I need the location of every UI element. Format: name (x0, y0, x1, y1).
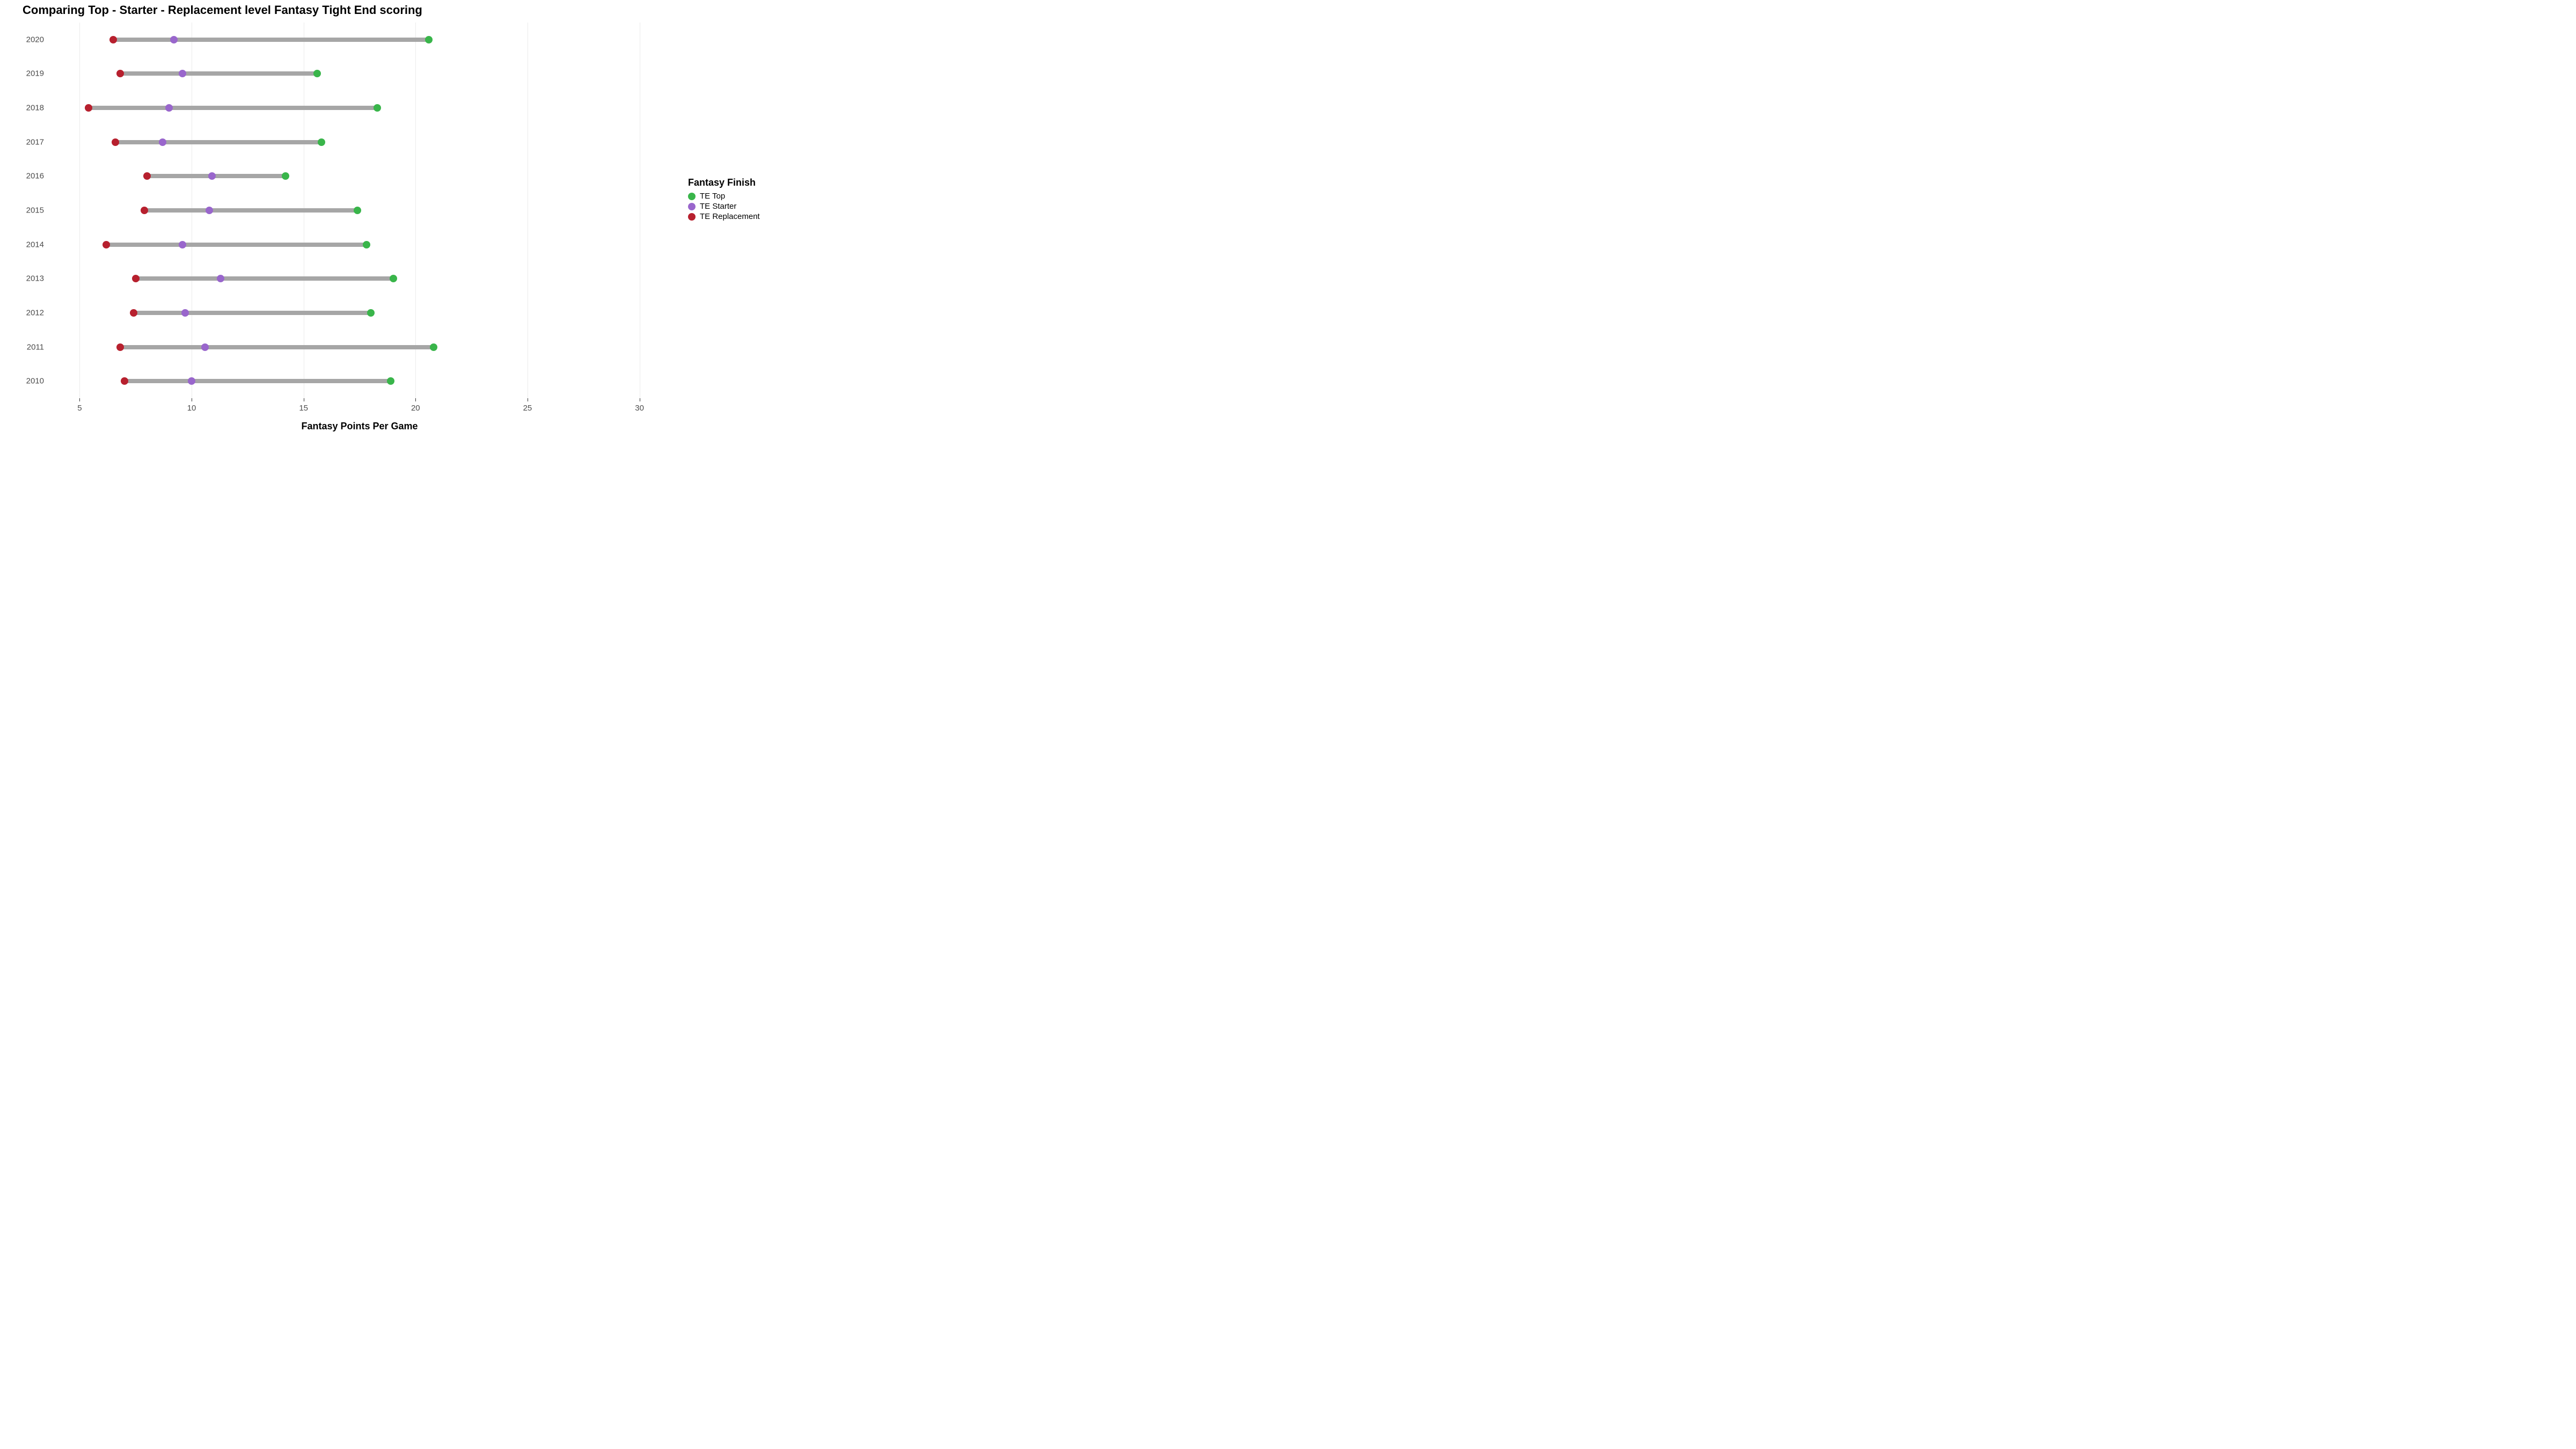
x-gridline (79, 23, 80, 398)
data-point-replacement (116, 70, 124, 77)
x-tick-mark (415, 398, 416, 401)
y-tick-label: 2016 (26, 172, 48, 181)
dumbbell-bar (147, 174, 286, 178)
chart-title: Comparing Top - Starter - Replacement le… (23, 3, 422, 17)
y-tick-label: 2014 (26, 240, 48, 249)
legend-item: TE Starter (688, 202, 760, 211)
legend-label: TE Replacement (700, 212, 760, 221)
x-tick-label: 30 (635, 404, 644, 413)
data-point-starter (201, 343, 209, 351)
data-point-top (282, 172, 289, 180)
data-point-starter (159, 138, 166, 146)
legend-dot-icon (688, 203, 696, 210)
y-tick-label: 2012 (26, 308, 48, 317)
data-point-starter (165, 104, 173, 112)
y-tick-label: 2019 (26, 69, 48, 78)
y-tick-label: 2020 (26, 35, 48, 44)
data-point-top (390, 275, 397, 282)
dumbbell-bar (115, 140, 321, 144)
data-point-replacement (116, 343, 124, 351)
y-tick-label: 2015 (26, 206, 48, 215)
y-tick-label: 2018 (26, 104, 48, 113)
legend-title: Fantasy Finish (688, 177, 760, 188)
data-point-replacement (141, 207, 148, 214)
data-point-replacement (143, 172, 151, 180)
legend-items: TE TopTE StarterTE Replacement (688, 192, 760, 221)
data-point-starter (208, 172, 216, 180)
x-tick-label: 25 (523, 404, 532, 413)
legend: Fantasy Finish TE TopTE StarterTE Replac… (688, 177, 760, 222)
data-point-replacement (109, 36, 117, 43)
data-point-starter (179, 70, 186, 77)
legend-label: TE Starter (700, 202, 736, 211)
dumbbell-bar (106, 243, 366, 247)
y-tick-label: 2010 (26, 377, 48, 386)
data-point-top (367, 309, 375, 317)
x-tick-label: 15 (299, 404, 308, 413)
data-point-top (430, 343, 437, 351)
legend-dot-icon (688, 213, 696, 221)
data-point-replacement (132, 275, 140, 282)
data-point-top (374, 104, 381, 112)
data-point-replacement (85, 104, 92, 112)
data-point-top (318, 138, 325, 146)
data-point-starter (188, 377, 195, 385)
data-point-top (313, 70, 321, 77)
legend-item: TE Replacement (688, 212, 760, 221)
data-point-replacement (112, 138, 119, 146)
data-point-starter (170, 36, 178, 43)
chart-container: Comparing Top - Starter - Replacement le… (0, 0, 794, 447)
data-point-starter (179, 241, 186, 248)
dumbbell-bar (89, 106, 377, 110)
dumbbell-bar (125, 379, 391, 383)
legend-label: TE Top (700, 192, 725, 201)
data-point-starter (217, 275, 224, 282)
x-gridline (415, 23, 416, 398)
x-tick-label: 10 (187, 404, 196, 413)
data-point-replacement (130, 309, 137, 317)
x-tick-label: 20 (411, 404, 420, 413)
dumbbell-bar (120, 345, 434, 349)
dumbbell-bar (120, 71, 317, 76)
legend-dot-icon (688, 193, 696, 200)
data-point-starter (181, 309, 189, 317)
dumbbell-bar (144, 208, 357, 213)
y-tick-label: 2013 (26, 274, 48, 283)
x-tick-label: 5 (77, 404, 82, 413)
data-point-top (363, 241, 370, 248)
x-axis-title: Fantasy Points Per Game (301, 421, 418, 432)
data-point-starter (206, 207, 213, 214)
data-point-top (425, 36, 433, 43)
y-tick-label: 2011 (27, 342, 48, 352)
data-point-top (387, 377, 394, 385)
dumbbell-bar (136, 276, 393, 281)
dumbbell-bar (134, 311, 371, 315)
data-point-replacement (103, 241, 110, 248)
plot-area: 5101520253020102011201220132014201520162… (48, 23, 671, 398)
dumbbell-bar (113, 38, 429, 42)
x-tick-mark (79, 398, 80, 401)
data-point-replacement (121, 377, 128, 385)
legend-item: TE Top (688, 192, 760, 201)
data-point-top (354, 207, 361, 214)
y-tick-label: 2017 (26, 137, 48, 147)
